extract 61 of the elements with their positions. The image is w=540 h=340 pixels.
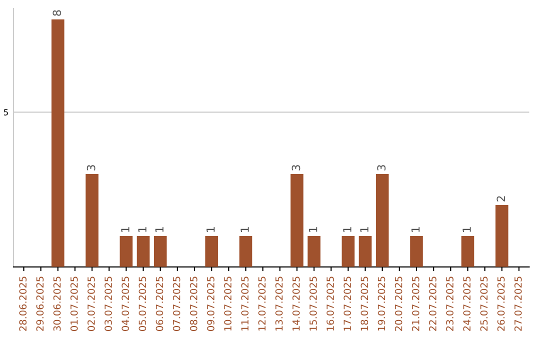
x-tick-label: 05.07.2025 [138,276,146,331]
x-tick-label: 20.07.2025 [394,276,402,331]
x-tick-label: 09.07.2025 [207,276,214,331]
bar [239,236,252,267]
data-label: 1 [360,227,368,232]
x-tick-label: 18.07.2025 [360,276,368,331]
x-tick-label: 08.07.2025 [190,276,198,331]
x-tick-label: 16.07.2025 [326,276,334,331]
data-label: 1 [240,227,249,232]
x-tick-label: 06.07.2025 [156,276,164,331]
x-tick-label: 29.06.2025 [36,276,44,331]
bar [342,236,355,267]
x-tick-label: 04.07.2025 [122,276,130,331]
bar [410,236,423,267]
bar [461,236,474,267]
x-tick-label: 30.06.2025 [53,276,61,331]
x-tick-label: 13.07.2025 [275,276,283,331]
x-tick-label: 24.07.2025 [463,276,471,331]
bar [308,236,320,267]
data-label: 1 [155,227,164,232]
x-tick-label: 19.07.2025 [378,276,386,331]
data-label: 1 [343,227,352,232]
data-label: 1 [309,227,318,232]
bar [290,174,304,267]
bar [154,236,167,267]
bar [136,236,150,267]
x-tick-label: 14.07.2025 [292,276,300,331]
bar [51,19,64,267]
x-tick-label: 23.07.2025 [446,276,454,331]
data-label: 3 [292,165,300,170]
x-tick-label: 01.07.2025 [70,276,78,331]
bar [120,236,133,267]
data-label: 8 [52,10,62,16]
data-label: 1 [138,227,146,232]
bar [495,205,508,267]
x-tick-label: 22.07.2025 [429,276,436,331]
data-label: 2 [496,196,505,202]
data-label: 1 [462,227,471,232]
x-tick-label: 21.07.2025 [412,276,420,331]
x-tick-label: 07.07.2025 [172,276,180,331]
data-label: 1 [206,227,215,232]
x-tick-label: 03.07.2025 [104,276,112,331]
data-label: 1 [411,227,420,232]
x-tick-label: 11.07.2025 [241,276,249,331]
x-tick-label: 10.07.2025 [224,276,232,331]
x-tick-label: 17.07.2025 [344,276,352,331]
data-label: 1 [121,227,130,232]
x-tick-label: 25.07.2025 [480,276,488,331]
data-label: 3 [86,165,96,170]
data-label: 3 [377,165,386,170]
x-tick-label: 26.07.2025 [497,276,505,331]
bar [86,174,98,267]
bar [376,174,389,267]
y-tick-label: 5 [4,109,8,116]
bar [205,236,218,267]
x-tick-label: 28.06.2025 [19,276,27,331]
x-tick-label: 12.07.2025 [258,276,266,331]
x-tick-label: 02.07.2025 [88,276,95,331]
x-tick-label: 27.07.2025 [514,276,522,331]
x-tick-label: 15.07.2025 [310,276,317,331]
bar [358,236,372,267]
